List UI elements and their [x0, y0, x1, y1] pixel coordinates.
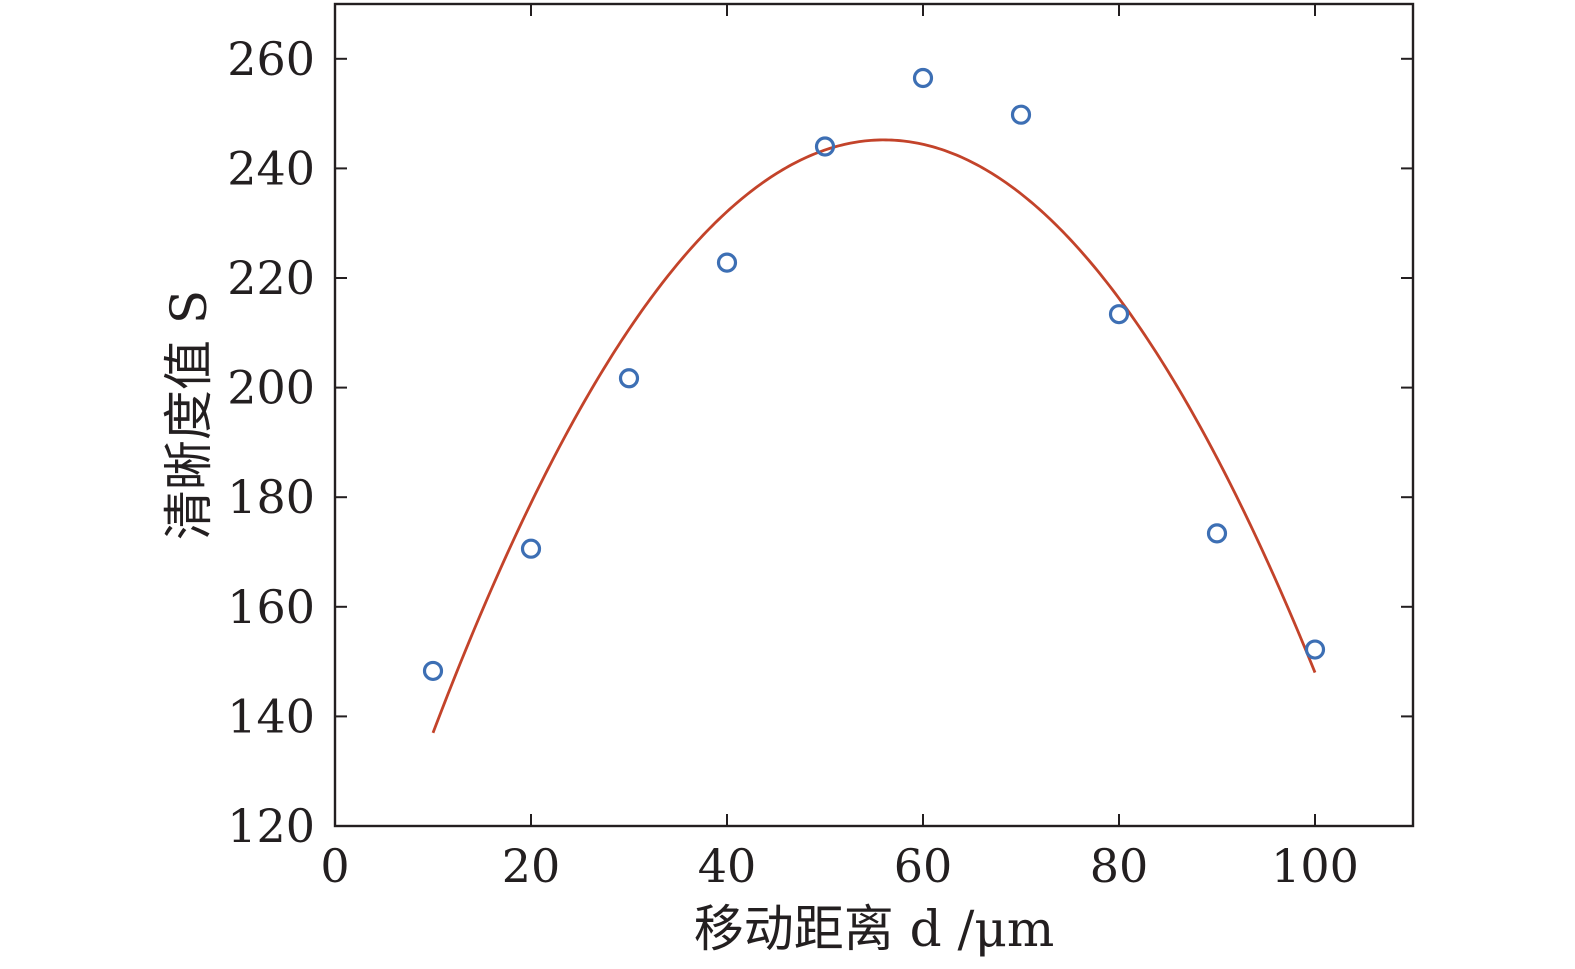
plot-border — [333, 2, 1415, 828]
plot-frame — [333, 2, 1415, 828]
data-point — [520, 538, 542, 559]
data-point — [912, 67, 934, 89]
y-tick-label: 160 — [227, 580, 315, 634]
x-axis-ticks: 0 20 40 60 80 100 — [320, 4, 1359, 893]
y-tick-label: 140 — [227, 689, 315, 743]
y-tick-label: 180 — [227, 470, 315, 524]
data-point — [1206, 523, 1228, 544]
y-axis-label: 清晰度值 S — [160, 290, 218, 540]
x-axis-label: 移动距离 d /μm — [694, 900, 1055, 958]
x-tick-label: 80 — [1090, 839, 1149, 893]
data-point — [618, 368, 640, 389]
y-tick-label: 240 — [227, 141, 315, 195]
x-tick-label: 40 — [698, 839, 757, 893]
y-tick-label: 220 — [227, 251, 315, 305]
fit-curve-layer — [431, 138, 1317, 734]
y-axis-ticks: 120 140 160 180 200 220 240 260 — [227, 32, 1413, 853]
data-point — [1108, 304, 1130, 325]
data-point — [716, 252, 738, 273]
fit-curve — [431, 138, 1317, 734]
y-tick-label: 120 — [227, 799, 315, 853]
data-point — [1304, 639, 1326, 660]
x-tick-label: 100 — [1271, 839, 1359, 893]
x-tick-label: 0 — [320, 839, 349, 893]
data-point — [422, 660, 444, 682]
data-point — [814, 136, 836, 157]
x-tick-label: 60 — [894, 839, 953, 893]
data-point — [1010, 104, 1032, 125]
x-tick-label: 20 — [502, 839, 561, 893]
y-tick-label: 200 — [227, 361, 315, 415]
data-points-layer — [422, 67, 1326, 682]
y-tick-label: 260 — [227, 32, 315, 86]
